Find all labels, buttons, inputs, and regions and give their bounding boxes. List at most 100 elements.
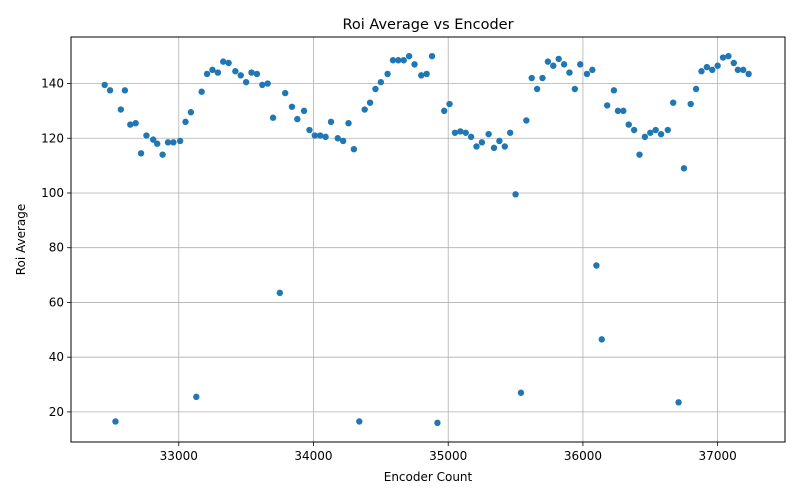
scatter-point xyxy=(620,107,627,115)
y-tick-label: 80 xyxy=(49,241,64,255)
scatter-point xyxy=(496,137,503,145)
scatter-point xyxy=(719,54,727,61)
scatter-point xyxy=(680,165,688,172)
scatter-point xyxy=(306,126,313,134)
scatter-point xyxy=(544,58,552,65)
scatter-point xyxy=(462,129,469,136)
x-tick-label: 35000 xyxy=(429,449,467,463)
scatter-point xyxy=(625,121,632,128)
scatter-point xyxy=(528,74,535,82)
scatter-point xyxy=(598,336,605,343)
scatter-point xyxy=(117,106,125,113)
scatter-point xyxy=(143,132,150,139)
scatter-point xyxy=(294,115,301,123)
y-tick-label: 100 xyxy=(41,186,64,200)
scatter-point xyxy=(550,62,557,69)
scatter-point xyxy=(372,85,379,93)
scatter-point xyxy=(703,63,711,71)
scatter-point xyxy=(490,144,498,152)
scatter-point xyxy=(434,419,441,427)
scatter-point xyxy=(517,389,525,396)
axis-ticks: 33000 34000 35000 36000 37000 20 40 60 80 100 120 1… xyxy=(41,77,737,463)
scatter-point xyxy=(555,55,562,63)
scatter-point xyxy=(253,70,261,78)
scatter-point xyxy=(389,57,397,64)
scatter-point xyxy=(132,119,139,127)
scatter-point xyxy=(106,87,114,94)
scatter-point xyxy=(203,70,211,78)
grid-lines xyxy=(71,37,785,442)
scatter-point xyxy=(630,126,638,134)
scatter-point xyxy=(603,102,611,109)
scatter-point xyxy=(664,126,671,134)
scatter-point xyxy=(264,80,271,87)
scatter-point xyxy=(269,114,277,121)
scatter-point xyxy=(451,129,459,136)
scatter-point xyxy=(176,137,184,145)
scatter-point xyxy=(220,58,227,65)
scatter-point xyxy=(593,262,600,269)
scatter-point xyxy=(101,81,108,89)
scatter-point xyxy=(730,59,738,67)
scatter-point xyxy=(377,78,385,86)
chart-title: Roi Average vs Encoder xyxy=(342,17,513,33)
scatter-point xyxy=(259,81,266,89)
y-axis-title: Roi Average xyxy=(14,204,28,276)
scatter-point xyxy=(193,393,200,401)
scatter-point xyxy=(714,62,721,69)
scatter-point xyxy=(583,70,591,78)
scatter-point xyxy=(350,145,358,153)
x-tick-label: 34000 xyxy=(294,449,332,463)
y-tick-label: 140 xyxy=(41,77,64,91)
scatter-point xyxy=(405,52,413,60)
x-axis-title: Encoder Count xyxy=(384,470,473,484)
scatter-point xyxy=(709,66,716,74)
scatter-point xyxy=(154,140,161,147)
scatter-point xyxy=(478,139,486,146)
scatter-point xyxy=(411,61,418,68)
scatter-point xyxy=(467,133,475,141)
scatter-point xyxy=(571,85,579,93)
scatter-point xyxy=(198,88,205,95)
scatter-point xyxy=(698,68,705,75)
scatter-point xyxy=(334,135,341,142)
scatter-point xyxy=(418,72,425,79)
scatter-point xyxy=(675,399,682,406)
scatter-point xyxy=(137,150,145,157)
scatter-point xyxy=(457,128,464,135)
scatter-point xyxy=(614,107,622,115)
y-tick-label: 20 xyxy=(49,405,64,419)
scatter-point xyxy=(127,121,134,128)
scatter-point xyxy=(652,126,659,134)
scatter-point xyxy=(339,137,347,145)
scatter-point xyxy=(164,139,172,146)
scatter-point xyxy=(506,129,514,136)
y-tick-label: 120 xyxy=(41,131,64,145)
scatter-point xyxy=(242,78,250,86)
scatter-point xyxy=(533,85,541,93)
y-tick-label: 40 xyxy=(49,350,64,364)
scatter-point xyxy=(232,68,239,75)
scatter-point xyxy=(282,89,289,97)
scatter-point xyxy=(740,66,747,74)
scatter-point xyxy=(485,130,492,138)
scatter-point xyxy=(560,61,568,68)
scatter-point xyxy=(187,109,195,116)
x-tick-label: 33000 xyxy=(160,449,198,463)
scatter-point xyxy=(423,70,430,78)
scatter-point xyxy=(311,132,319,139)
scatter-point xyxy=(473,143,480,150)
scatter-point xyxy=(345,119,352,127)
scatter-point xyxy=(512,191,519,198)
scatter-point xyxy=(288,103,296,110)
scatter-point xyxy=(539,74,546,82)
scatter-point xyxy=(428,52,436,60)
scatter-point xyxy=(300,107,308,115)
scatter-point xyxy=(366,99,374,106)
scatter-point xyxy=(361,106,368,113)
scatter-point xyxy=(248,69,255,76)
scatter-point xyxy=(725,52,732,60)
scatter-point xyxy=(149,136,157,143)
